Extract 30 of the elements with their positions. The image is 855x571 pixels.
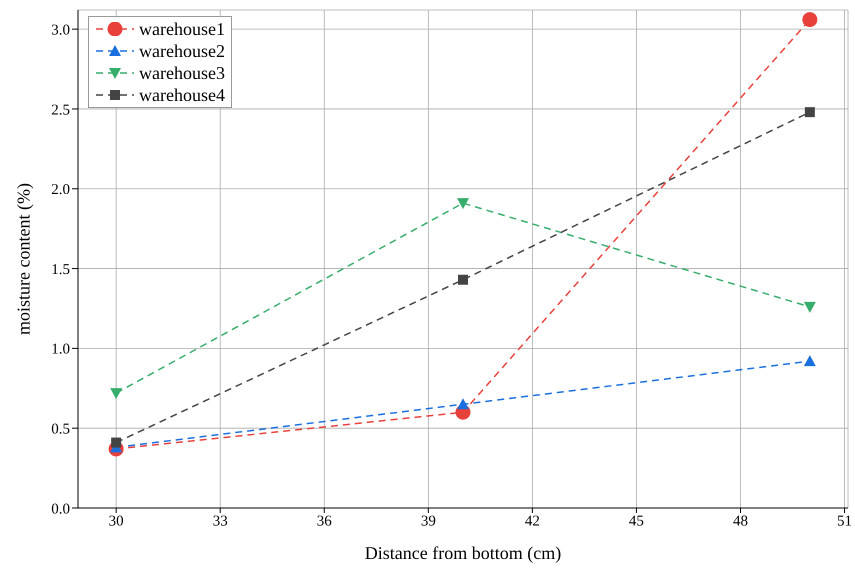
point <box>458 274 468 285</box>
x-tick-label: 45 <box>628 514 644 530</box>
point <box>804 107 815 118</box>
x-tick-label: 39 <box>420 514 436 530</box>
x-tick-label: 42 <box>524 514 540 530</box>
x-tick-label: 36 <box>316 514 332 530</box>
y-tick-label: 1.0 <box>51 342 70 358</box>
point <box>802 12 818 28</box>
point <box>804 302 816 313</box>
y-tick-label: 2.0 <box>51 182 70 198</box>
y-tick-label: 1.5 <box>51 262 70 278</box>
point <box>111 438 122 448</box>
point <box>457 198 469 210</box>
y-tick-label: 3.0 <box>51 22 70 38</box>
y-tick-label: 0.0 <box>51 501 70 518</box>
y-axis-title: moisture content (%) <box>13 183 34 335</box>
point <box>110 388 122 400</box>
x-tick-label: 33 <box>212 514 228 530</box>
y-tick-label: 2.5 <box>51 102 70 118</box>
point <box>804 355 816 366</box>
point <box>457 398 469 410</box>
x-tick-label: 30 <box>108 514 124 530</box>
legend-label: warehouse1 <box>139 18 225 40</box>
x-tick-label: 48 <box>732 514 748 530</box>
y-tick-label: 0.5 <box>51 422 70 438</box>
legend-label: warehouse2 <box>139 40 225 62</box>
legend-label: warehouse4 <box>139 84 225 106</box>
legend-label: warehouse3 <box>139 62 225 84</box>
x-tick-label: 51 <box>837 514 852 530</box>
x-axis-title: Distance from bottom (cm) <box>364 542 562 563</box>
